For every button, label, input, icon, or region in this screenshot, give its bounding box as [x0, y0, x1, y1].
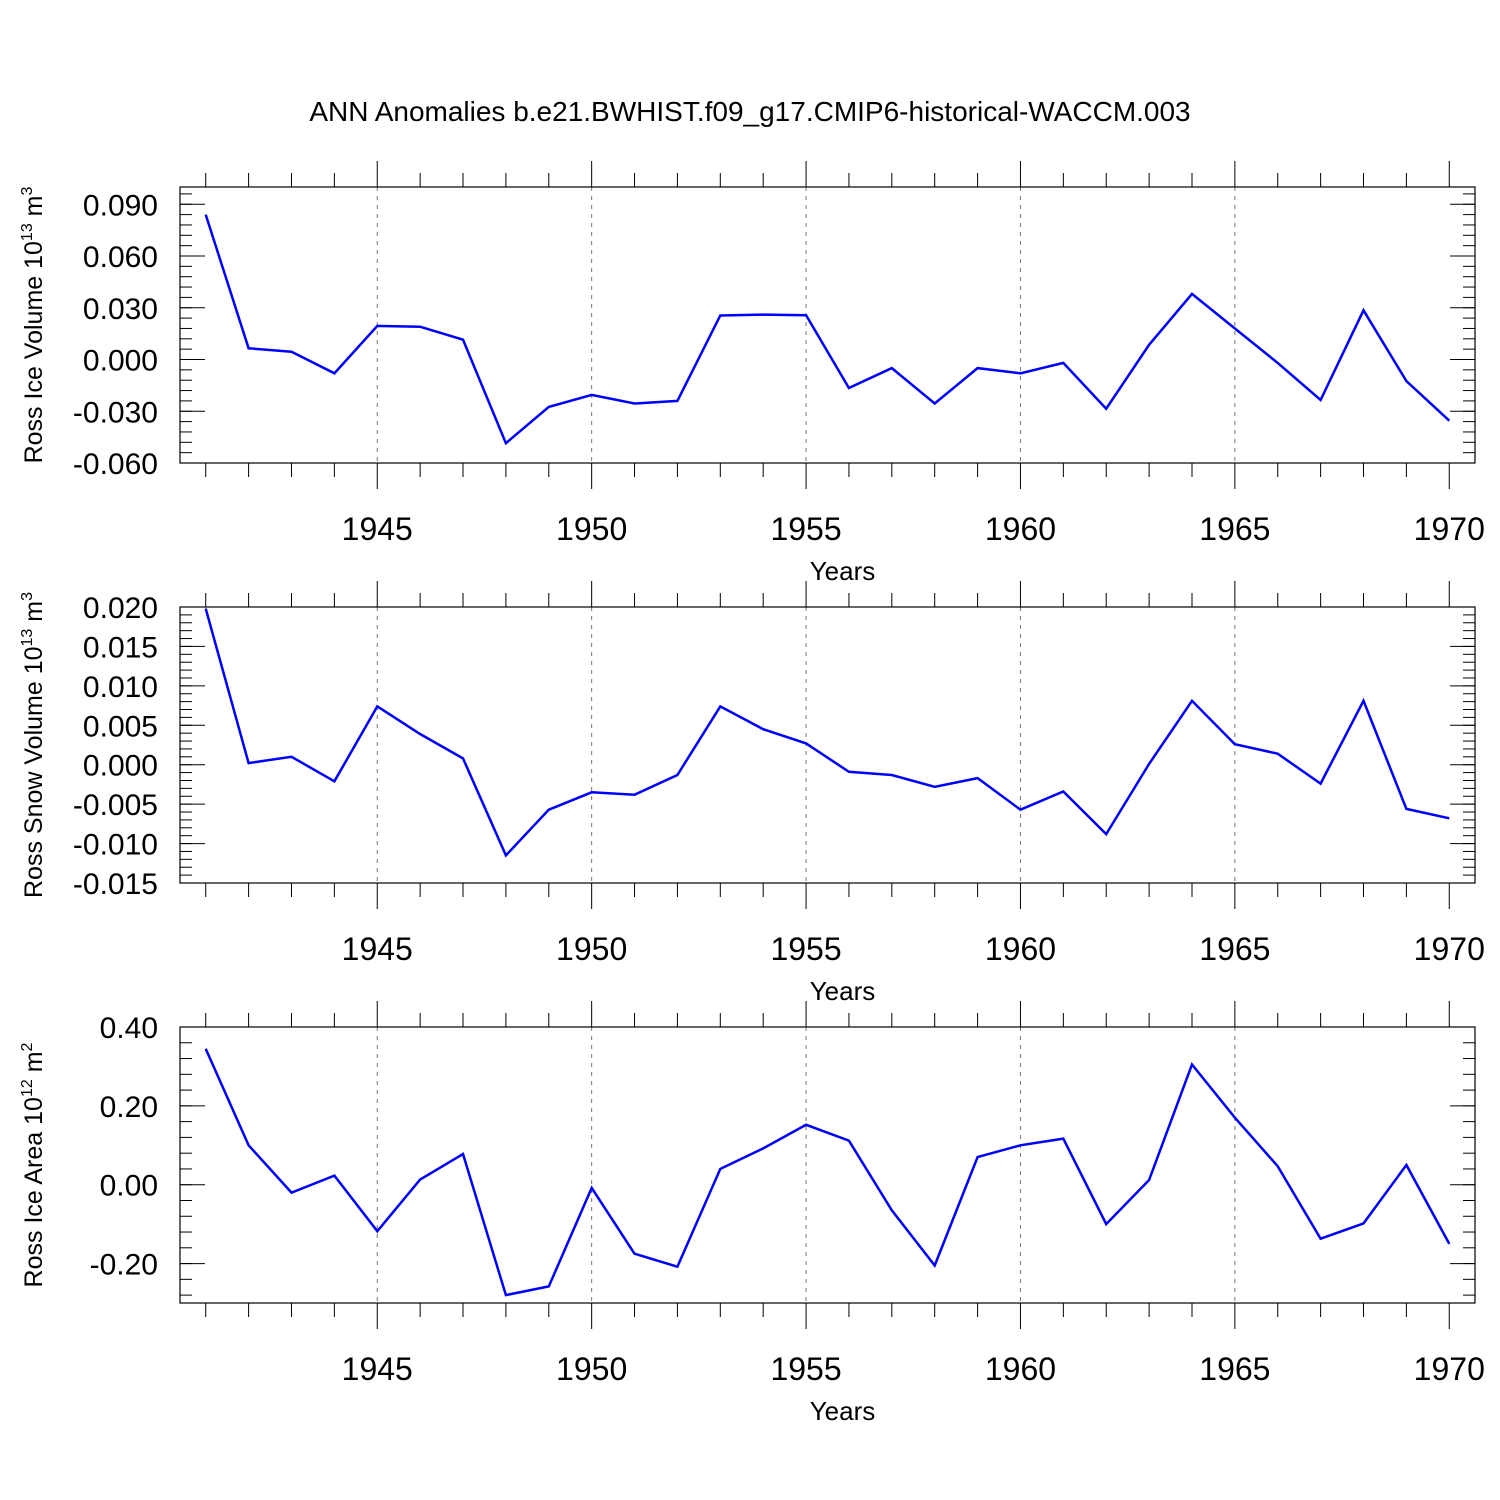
panel2-ytick-label: -0.015 [73, 868, 158, 901]
panel2-ytick-label: 0.020 [83, 592, 158, 625]
panel2-xtick-label: 1950 [556, 931, 627, 967]
panel1-xtick-label: 1950 [556, 511, 627, 547]
panel3-ytick-label: 0.00 [100, 1170, 158, 1203]
panel2-xtick-label: 1960 [985, 931, 1056, 967]
panel2-xtick-label: 1955 [770, 931, 841, 967]
panel1-xaxis-label: Years [810, 556, 876, 586]
panel1-series-line [204, 214, 1451, 446]
panel1-xtick-label: 1960 [985, 511, 1056, 547]
panel3-ytick-label: 0.40 [100, 1012, 158, 1045]
panel3-series-line [204, 1048, 1451, 1297]
panel1-ytick-label: 0.000 [83, 345, 158, 378]
panel1-ytick-label: -0.060 [73, 448, 158, 481]
panel2-ytick-label: -0.005 [73, 789, 158, 822]
panel2-ytick-label: 0.010 [83, 671, 158, 704]
panel3-xtick-label: 1965 [1199, 1351, 1270, 1387]
panel3-xtick-label: 1960 [985, 1351, 1056, 1387]
panel2-series-line [204, 608, 1450, 858]
panel2-yaxis-label: Ross Snow Volume 1013 m3 [19, 592, 48, 898]
panel1-frame [179, 186, 1476, 464]
panel2-ytick-label: -0.010 [73, 829, 158, 862]
panel3-xaxis-label: Years [810, 1396, 876, 1426]
panel1-ytick-label: 0.060 [83, 241, 158, 274]
panel3-xtick-label: 1970 [1414, 1351, 1485, 1387]
panel3-xtick-label: 1950 [556, 1351, 627, 1387]
panel2-xtick-label: 1970 [1414, 931, 1485, 967]
panel1-ytick-label: 0.030 [83, 293, 158, 326]
panel1-xtick-label: 1955 [770, 511, 841, 547]
panel2-frame [179, 606, 1476, 884]
panel3-ytick-label: 0.20 [100, 1091, 158, 1124]
panel1-xtick-label: 1945 [342, 511, 413, 547]
panel2-ytick-label: 0.000 [83, 750, 158, 783]
figure-title: ANN Anomalies b.e21.BWHIST.f09_g17.CMIP6… [309, 96, 1191, 127]
panel2-ytick-label: 0.005 [83, 710, 158, 743]
panel1-ytick-label: 0.090 [83, 189, 158, 222]
panel1-xtick-label: 1965 [1199, 511, 1270, 547]
panel2-ytick-label: 0.015 [83, 631, 158, 664]
panel3-yaxis-label: Ross Ice Area 1012 m2 [19, 1042, 48, 1287]
panel1-yaxis-label: Ross Ice Volume 1013 m3 [19, 186, 48, 463]
panel1-ytick-label: -0.030 [73, 396, 158, 429]
panel2-xaxis-label: Years [810, 976, 876, 1006]
panel3-frame [179, 1026, 1476, 1304]
panel3-ytick-label: -0.20 [90, 1249, 158, 1282]
panel2-xtick-label: 1965 [1199, 931, 1270, 967]
panel3-xtick-label: 1955 [770, 1351, 841, 1387]
panel2-xtick-label: 1945 [342, 931, 413, 967]
panel3-xtick-label: 1945 [342, 1351, 413, 1387]
panel1-xtick-label: 1970 [1414, 511, 1485, 547]
